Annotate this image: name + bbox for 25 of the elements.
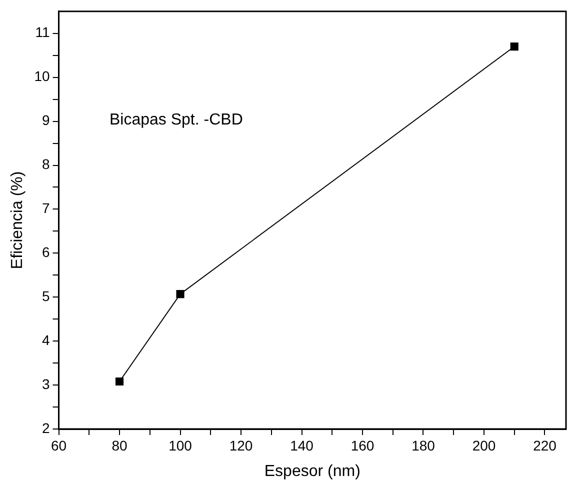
point <box>176 290 184 298</box>
point <box>510 42 518 51</box>
x-tick-label: 160 <box>350 437 374 454</box>
x-tick-label: 200 <box>472 437 496 454</box>
x-tick-label: 100 <box>168 437 192 454</box>
y-tick-label: 6 <box>42 244 50 260</box>
y-tick-label: 2 <box>42 420 50 436</box>
x-axis-title: Espesor (nm) <box>264 462 360 480</box>
y-tick-label: 3 <box>42 376 50 392</box>
point <box>115 377 124 386</box>
x-tick-label: 120 <box>229 437 253 454</box>
annotation: Bicapas Spt. -CBD <box>109 111 243 128</box>
y-tick-label: 8 <box>42 156 50 172</box>
y-tick-label: 5 <box>42 288 50 304</box>
y-tick-label: 9 <box>42 112 50 128</box>
x-tick-label: 60 <box>50 437 67 454</box>
x-tick-label: 220 <box>533 437 557 454</box>
x-tick-label: 180 <box>412 437 436 454</box>
x-tick-label: 140 <box>290 437 314 454</box>
x-tick-label: 80 <box>112 437 128 454</box>
y-axis-title: Eficiencia (%) <box>9 171 26 270</box>
y-tick-label: 11 <box>35 24 50 40</box>
y-tick-label: 10 <box>34 68 50 84</box>
y-tick-label: 4 <box>42 332 50 348</box>
y-tick-label: 7 <box>42 200 50 216</box>
